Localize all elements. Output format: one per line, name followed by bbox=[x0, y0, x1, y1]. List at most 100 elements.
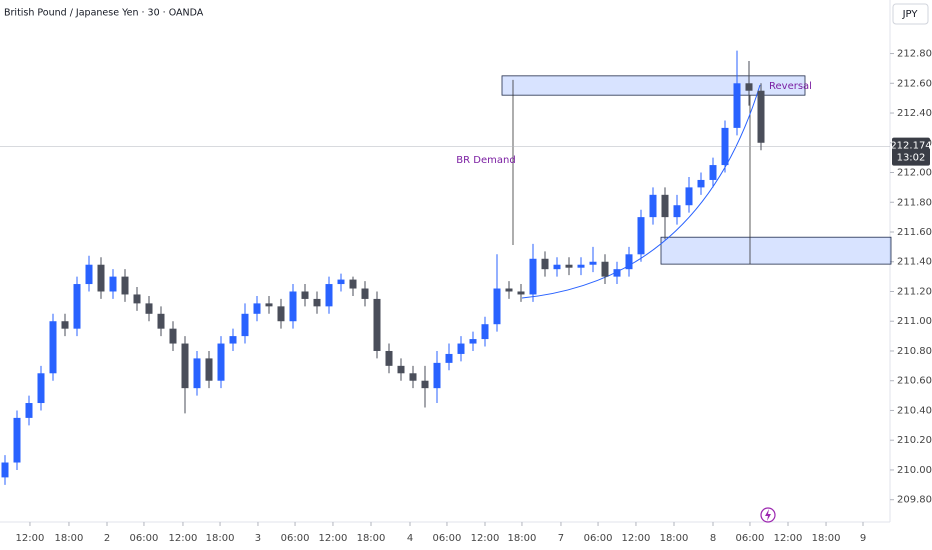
candle-body bbox=[13, 417, 21, 463]
x-tick-label: 18:00 bbox=[55, 533, 84, 544]
y-tick-label: 211.400 bbox=[897, 257, 932, 268]
candle-body bbox=[553, 264, 561, 270]
candle-body bbox=[565, 264, 573, 268]
icon-bolt bbox=[765, 509, 771, 521]
x-tick-label: 9 bbox=[860, 533, 866, 544]
candle-body bbox=[313, 298, 321, 307]
x-tick-label: 12:00 bbox=[319, 533, 348, 544]
y-tick-label: 210.200 bbox=[897, 435, 932, 446]
x-tick-label: 18:00 bbox=[357, 533, 386, 544]
candle-body bbox=[709, 165, 717, 180]
x-tick-label: 12:00 bbox=[169, 533, 198, 544]
candle-body bbox=[217, 343, 225, 381]
candle-body bbox=[301, 291, 309, 299]
candle-body bbox=[625, 254, 633, 270]
countdown-label: 13:02 bbox=[897, 153, 926, 164]
candle-body bbox=[277, 306, 285, 322]
x-tick-label: 06:00 bbox=[584, 533, 613, 544]
candle-body bbox=[613, 269, 621, 277]
candle-body bbox=[157, 313, 165, 329]
y-tick-label: 210.000 bbox=[897, 465, 932, 476]
candle-body bbox=[109, 276, 117, 292]
x-tick-label: 7 bbox=[558, 533, 564, 544]
price-label-box bbox=[892, 137, 930, 166]
x-tick-label: 8 bbox=[710, 533, 716, 544]
candle-body bbox=[325, 284, 333, 307]
candle-body bbox=[49, 321, 57, 374]
candle-body bbox=[337, 279, 345, 285]
candle-body bbox=[133, 294, 141, 304]
x-tick-label: 06:00 bbox=[433, 533, 462, 544]
candle-body bbox=[577, 264, 585, 268]
y-tick-label: 211.200 bbox=[897, 286, 932, 297]
x-tick-label: 12:00 bbox=[622, 533, 651, 544]
x-tick-label: 12:00 bbox=[774, 533, 803, 544]
x-tick-label: 06:00 bbox=[130, 533, 159, 544]
candle-body bbox=[685, 187, 693, 206]
candle-body bbox=[265, 303, 273, 307]
x-tick-label: 18:00 bbox=[206, 533, 235, 544]
candle-body bbox=[505, 288, 513, 292]
candle-body bbox=[733, 83, 741, 128]
x-tick-label: 06:00 bbox=[281, 533, 310, 544]
candle-body bbox=[85, 264, 93, 285]
chart-title: British Pound / Japanese Yen · 30 · OAND… bbox=[4, 8, 204, 19]
candle-body bbox=[745, 83, 753, 91]
candle-body bbox=[385, 350, 393, 366]
candle-body bbox=[61, 321, 69, 329]
candle-body bbox=[673, 205, 681, 218]
candle-body bbox=[121, 276, 129, 295]
candle-body bbox=[493, 288, 501, 325]
curve bbox=[521, 84, 761, 299]
candle-body bbox=[37, 373, 45, 404]
candle-body bbox=[409, 373, 417, 381]
currency-button[interactable] bbox=[892, 3, 929, 25]
y-tick-label: 212.000 bbox=[897, 168, 932, 179]
candle-body bbox=[349, 279, 357, 289]
x-tick-label: 2 bbox=[104, 533, 110, 544]
candle-body bbox=[253, 303, 261, 314]
candle-body bbox=[193, 358, 201, 389]
candle-body bbox=[541, 258, 549, 270]
y-tick-label: 210.400 bbox=[897, 405, 932, 416]
candle-body bbox=[361, 288, 369, 299]
candle-body bbox=[25, 403, 33, 418]
candle-body bbox=[289, 291, 297, 322]
lightning-icon[interactable] bbox=[760, 507, 776, 523]
candle-body bbox=[637, 217, 645, 255]
candle-body bbox=[457, 343, 465, 354]
y-tick-label: 211.800 bbox=[897, 197, 932, 208]
candle-body bbox=[757, 90, 765, 143]
candle-body bbox=[721, 127, 729, 166]
y-tick-label: 210.800 bbox=[897, 346, 932, 357]
candle-body bbox=[97, 264, 105, 292]
x-tick-label: 18:00 bbox=[660, 533, 689, 544]
candle-body bbox=[73, 284, 81, 329]
x-tick-label: 3 bbox=[255, 533, 261, 544]
candle-body bbox=[649, 194, 657, 218]
candle-body bbox=[145, 303, 153, 314]
candle-body bbox=[529, 258, 537, 295]
candle-body bbox=[589, 261, 597, 265]
y-tick-label: 211.000 bbox=[897, 316, 932, 327]
candle-body bbox=[229, 336, 237, 344]
candle-body bbox=[1, 462, 9, 478]
candle-body bbox=[373, 298, 381, 351]
candle-body bbox=[421, 380, 429, 389]
y-tick-label: 212.800 bbox=[897, 49, 932, 60]
candle-body bbox=[169, 328, 177, 344]
y-tick-label: 210.600 bbox=[897, 376, 932, 387]
x-tick-label: 4 bbox=[407, 533, 413, 544]
zone bbox=[501, 75, 806, 96]
y-tick-label: 212.400 bbox=[897, 108, 932, 119]
candle-body bbox=[205, 358, 213, 381]
y-tick-label: 209.800 bbox=[897, 495, 932, 506]
candle-body bbox=[697, 179, 705, 188]
x-tick-label: 12:00 bbox=[471, 533, 500, 544]
x-tick-label: 12:00 bbox=[16, 533, 45, 544]
currency-label: JPY bbox=[902, 9, 919, 20]
price-label: 212.174 bbox=[890, 141, 931, 152]
candle-body bbox=[661, 194, 669, 218]
